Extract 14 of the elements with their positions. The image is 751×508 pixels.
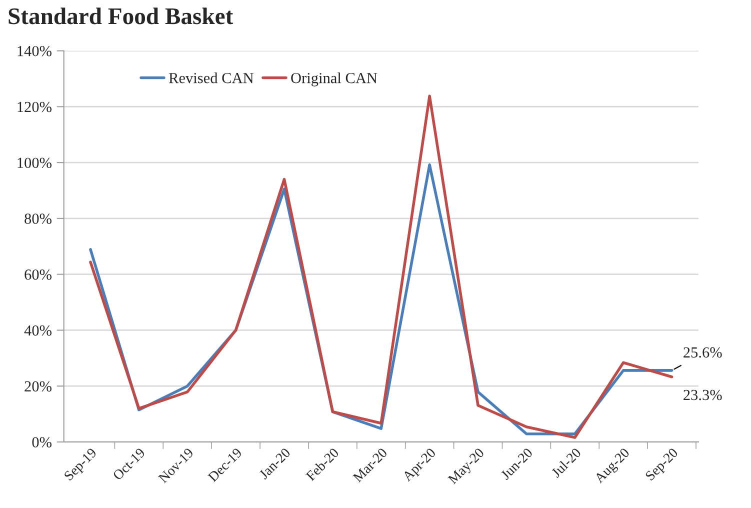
y-tick-label: 40% [24, 325, 52, 336]
y-tick-label: 0% [32, 437, 52, 448]
y-tick-label: 100% [18, 158, 52, 168]
y-tick-label: 60% [24, 269, 52, 280]
y-tick-label: 20% [24, 381, 52, 392]
y-tick-label: 120% [18, 102, 52, 112]
y-tick-label: 140% [18, 46, 52, 56]
legend-label: Revised CAN [168, 72, 254, 84]
legend-label: Original CAN [291, 72, 378, 86]
chart-title: Standard Food Basket [8, 8, 234, 24]
data-label: 25.6% [684, 347, 722, 358]
line-series [89, 94, 674, 439]
y-tick-label: 80% [24, 214, 52, 224]
data-label: 23.3% [684, 390, 722, 400]
